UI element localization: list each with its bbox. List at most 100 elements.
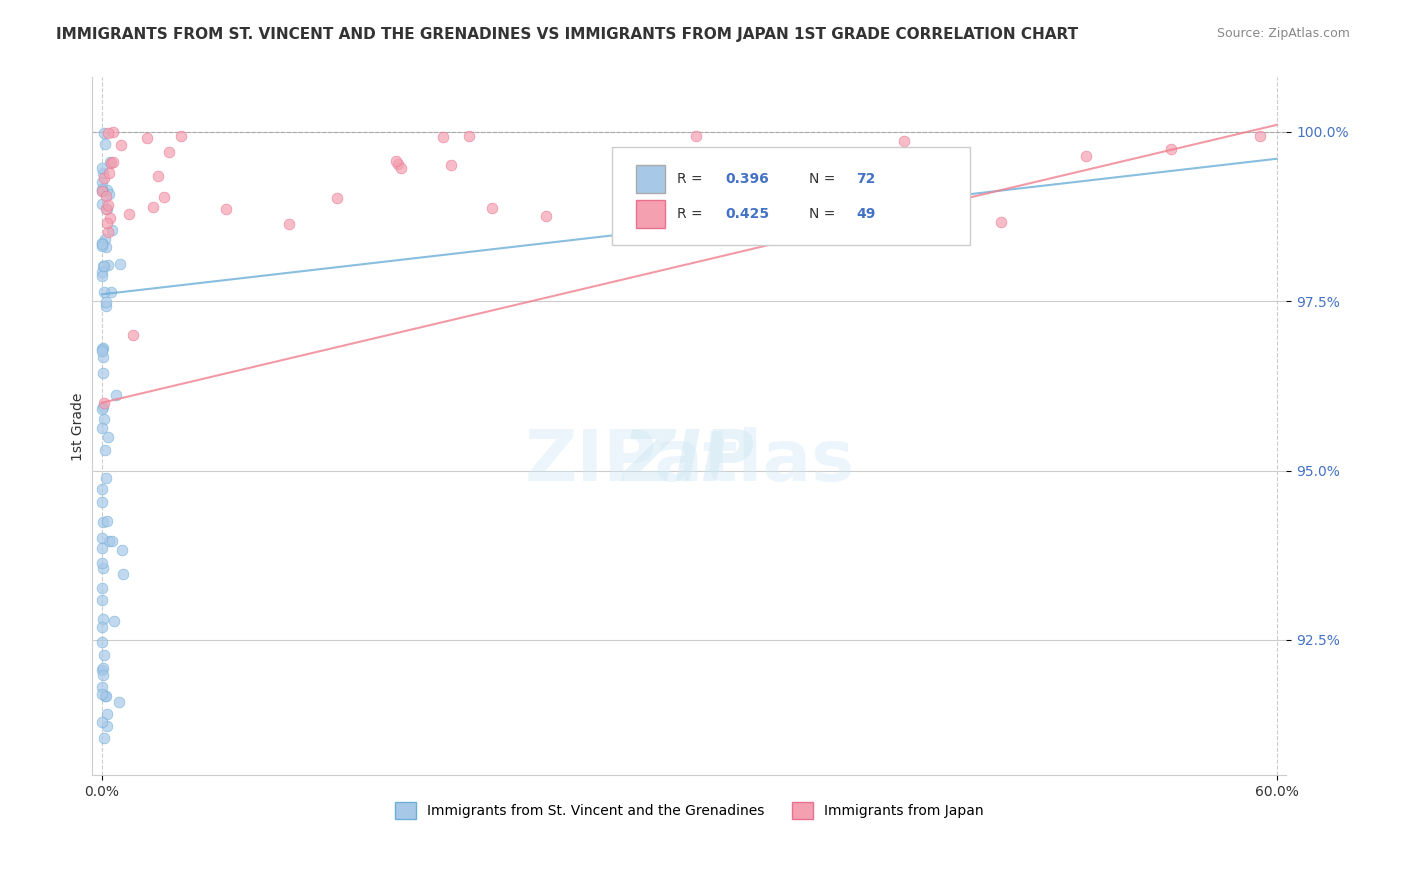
Point: [91, 175, 114, 189]
Point: [96, 514, 118, 528]
Point: [93, 285, 115, 299]
Point: [91, 663, 114, 677]
Point: [103, 154, 125, 169]
Point: [94, 299, 117, 313]
Legend: Immigrants from St. Vincent and the Grenadines, Immigrants from Japan: Immigrants from St. Vincent and the Gren…: [389, 797, 990, 824]
Bar: [636, 165, 665, 193]
Point: [91, 342, 114, 356]
Point: [93, 136, 115, 151]
Point: [96, 471, 118, 485]
Text: N =: N =: [808, 207, 839, 220]
Point: [93, 648, 115, 662]
Point: [91, 185, 114, 199]
Point: [458, 128, 481, 143]
Point: [170, 129, 193, 144]
Point: [97, 126, 120, 140]
Point: [842, 151, 865, 165]
Point: [215, 202, 238, 216]
Point: [389, 161, 412, 175]
Point: [146, 169, 169, 183]
Point: [96, 706, 118, 721]
Point: [91, 541, 114, 555]
Point: [91, 268, 114, 283]
Point: [153, 189, 176, 203]
Point: [91, 715, 114, 730]
Text: 0.396: 0.396: [725, 171, 769, 186]
Point: [93, 259, 115, 273]
Point: [93, 126, 115, 140]
Point: [91, 259, 114, 273]
Point: [91, 401, 114, 416]
Point: [439, 158, 461, 172]
Text: N =: N =: [808, 171, 839, 186]
Point: [91, 236, 114, 251]
Point: [676, 209, 699, 223]
Point: [536, 209, 558, 223]
Point: [91, 366, 114, 380]
Point: [93, 412, 115, 426]
Point: [887, 225, 910, 239]
Point: [142, 200, 165, 214]
Text: ZIP: ZIP: [623, 427, 755, 496]
Point: [277, 217, 299, 231]
Point: [93, 731, 115, 746]
Point: [108, 695, 131, 709]
Point: [98, 155, 121, 169]
Point: [91, 581, 114, 595]
Point: [105, 388, 128, 402]
Point: [685, 128, 707, 143]
Point: [110, 137, 132, 152]
Point: [432, 130, 454, 145]
Point: [91, 680, 114, 694]
Point: [93, 515, 115, 529]
Point: [91, 495, 114, 509]
Point: [111, 567, 134, 582]
Point: [101, 125, 124, 139]
Point: [481, 201, 503, 215]
Point: [96, 202, 118, 217]
Point: [93, 170, 115, 185]
Text: ZIPatlas: ZIPatlas: [524, 427, 855, 496]
Y-axis label: 1st Grade: 1st Grade: [72, 392, 86, 460]
Point: [91, 421, 114, 435]
Point: [91, 239, 114, 253]
Point: [1160, 142, 1182, 156]
Point: [94, 189, 117, 203]
Text: 49: 49: [856, 207, 876, 220]
Point: [990, 215, 1012, 229]
Bar: [636, 200, 665, 227]
Point: [91, 166, 114, 180]
Point: [98, 533, 121, 548]
Point: [91, 350, 114, 364]
Point: [387, 157, 409, 171]
Point: [91, 482, 114, 496]
Point: [841, 167, 863, 181]
Point: [111, 542, 134, 557]
Text: IMMIGRANTS FROM ST. VINCENT AND THE GRENADINES VS IMMIGRANTS FROM JAPAN 1ST GRAD: IMMIGRANTS FROM ST. VINCENT AND THE GREN…: [56, 27, 1078, 42]
Point: [326, 191, 349, 205]
Point: [91, 593, 114, 607]
Point: [108, 256, 131, 270]
Point: [91, 161, 114, 176]
Point: [91, 635, 114, 649]
Point: [91, 265, 114, 279]
Point: [1249, 128, 1271, 143]
Point: [96, 689, 118, 703]
Point: [893, 134, 915, 148]
Point: [91, 236, 114, 251]
Point: [91, 343, 114, 358]
Point: [94, 689, 117, 703]
Text: R =: R =: [678, 171, 707, 186]
Text: 0.425: 0.425: [725, 207, 769, 220]
Point: [96, 240, 118, 254]
Point: [96, 258, 118, 272]
Point: [91, 561, 114, 575]
Point: [91, 342, 114, 356]
Point: [91, 661, 114, 675]
Point: [91, 197, 114, 211]
Point: [100, 285, 122, 299]
Point: [100, 156, 122, 170]
Point: [101, 223, 124, 237]
Point: [91, 687, 114, 701]
Point: [98, 166, 121, 180]
